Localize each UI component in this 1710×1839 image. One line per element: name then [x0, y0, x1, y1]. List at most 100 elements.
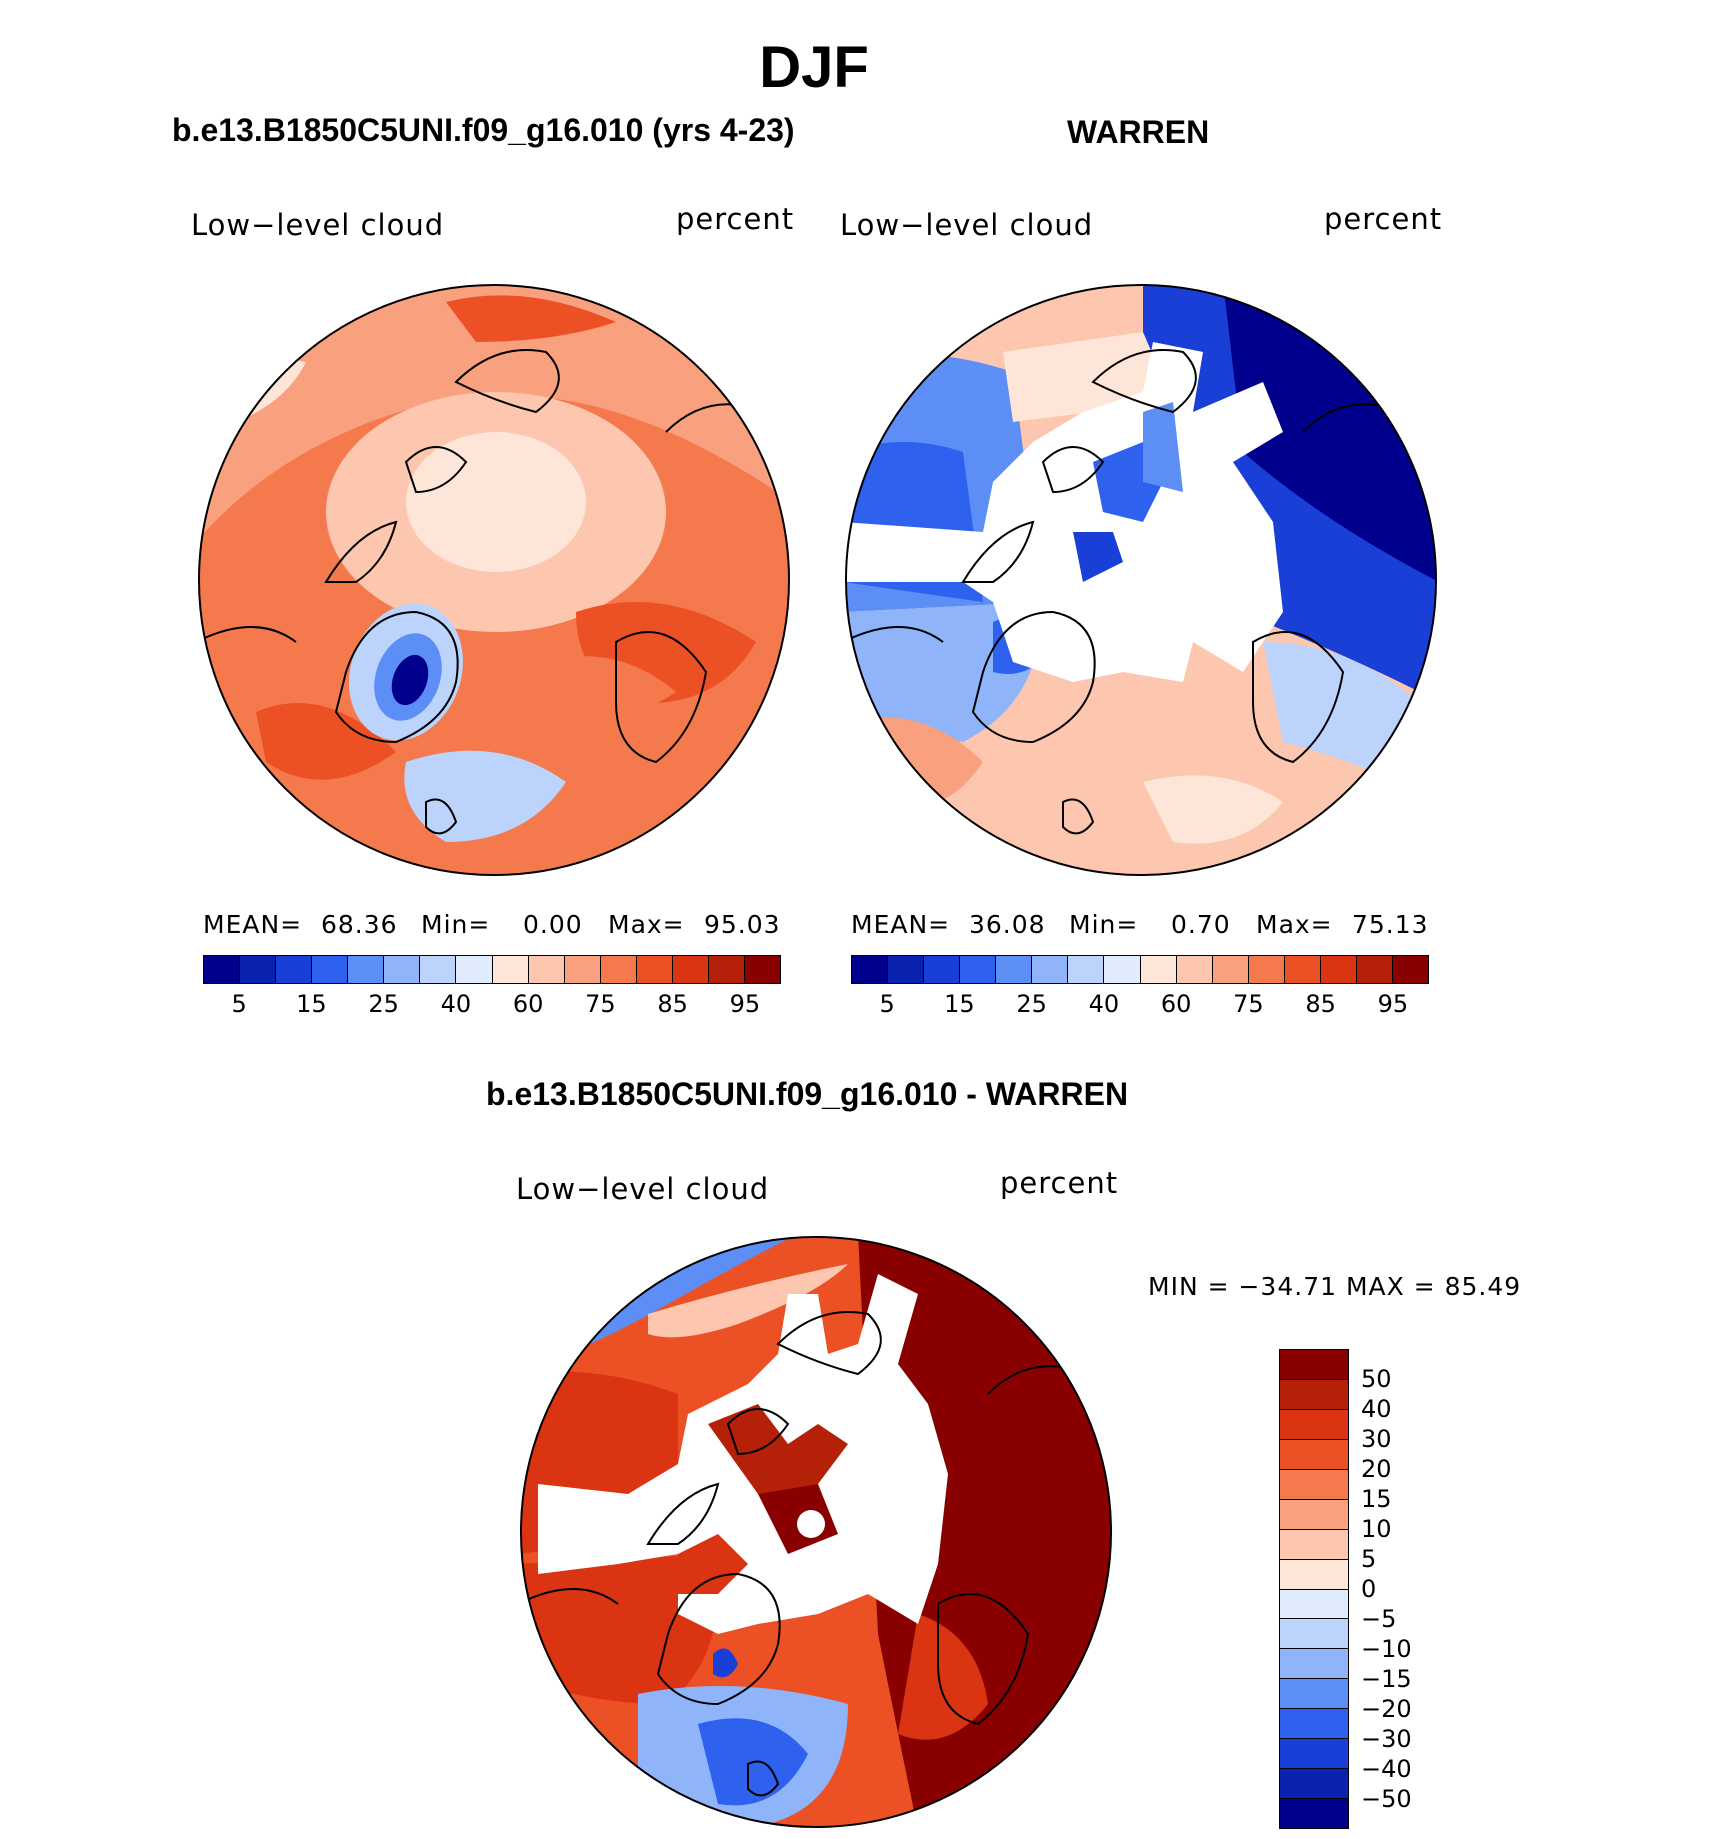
colorbar-swatch-6	[1068, 956, 1105, 983]
colorbar-swatch-10	[564, 956, 601, 983]
colorbar-swatch-3	[312, 956, 349, 983]
diff-colorbar-swatch-9	[1280, 1619, 1348, 1650]
model-max-label: Max=	[608, 910, 685, 939]
diff-colorbar-swatch-15	[1280, 1799, 1348, 1828]
colorbar-swatch-2	[276, 956, 313, 983]
diff-colorbar-tick-label: −30	[1361, 1725, 1412, 1753]
diff-colorbar-swatch-13	[1280, 1739, 1348, 1770]
obs-max-value: 75.13	[1352, 910, 1429, 939]
diff-colorbar-tick-label: −40	[1361, 1755, 1412, 1783]
colorbar-tick-label: 85	[1305, 990, 1336, 1018]
colorbar-tick-label: 95	[729, 990, 761, 1018]
model-variable-label: Low−level cloud	[191, 208, 445, 242]
obs-colorbar	[851, 955, 1429, 984]
colorbar-swatch-14	[1356, 956, 1393, 983]
diff-polar-map	[520, 1236, 1112, 1828]
obs-panel-title: WARREN	[1067, 114, 1210, 150]
colorbar-swatch-12	[636, 956, 673, 983]
colorbar-swatch-15	[1392, 956, 1428, 983]
model-colorbar	[203, 955, 781, 984]
obs-colorbar-ticks: 5 15 25 40 60 75 85 95	[851, 990, 1429, 1020]
obs-min-value: 0.70	[1171, 910, 1231, 939]
model-max-value: 95.03	[704, 910, 781, 939]
diff-colorbar-tick-label: 50	[1361, 1365, 1392, 1393]
colorbar-swatch-8	[492, 956, 529, 983]
diff-units-label: percent	[1000, 1166, 1119, 1200]
diff-colorbar-tick-label: 5	[1361, 1545, 1377, 1573]
colorbar-swatch-10	[1212, 956, 1249, 983]
colorbar-tick-label: 15	[296, 990, 327, 1018]
colorbar-swatch-9	[528, 956, 565, 983]
obs-polar-map	[845, 284, 1437, 876]
diff-colorbar-swatch-8	[1280, 1589, 1348, 1620]
colorbar-tick-label: 75	[585, 990, 616, 1018]
colorbar-tick-label: 40	[440, 990, 472, 1018]
colorbar-swatch-15	[744, 956, 780, 983]
diff-minmax-label: MIN = −34.71 MAX = 85.49	[1148, 1272, 1522, 1301]
colorbar-swatch-13	[672, 956, 709, 983]
colorbar-swatch-7	[456, 956, 493, 983]
diff-colorbar-tick-label: 0	[1361, 1575, 1377, 1603]
colorbar-swatch-5	[1032, 956, 1069, 983]
diff-colorbar-swatch-2	[1280, 1409, 1348, 1440]
colorbar-swatch-7	[1104, 956, 1141, 983]
colorbar-tick-label: 5	[879, 990, 895, 1018]
model-mean-value: 68.36	[321, 910, 398, 939]
diff-colorbar-swatch-12	[1280, 1709, 1348, 1740]
colorbar-tick-label: 60	[1160, 990, 1192, 1018]
diff-colorbar-swatch-3	[1280, 1439, 1348, 1470]
colorbar-swatch-12	[1284, 956, 1321, 983]
colorbar-tick-label: 25	[368, 990, 399, 1018]
colorbar-tick-label: 40	[1088, 990, 1120, 1018]
colorbar-swatch-13	[1320, 956, 1357, 983]
colorbar-swatch-14	[708, 956, 745, 983]
diff-colorbar-ticks: 50 40 30 20 15 10 5 0 −5 −10 −15 −20 −30 −40 −50	[1361, 1349, 1471, 1829]
diff-colorbar-swatch-6	[1280, 1529, 1348, 1560]
obs-units-label: percent	[1324, 202, 1443, 236]
colorbar-swatch-1	[240, 956, 277, 983]
colorbar-tick-label: 15	[944, 990, 975, 1018]
diff-colorbar-swatch-7	[1280, 1559, 1348, 1590]
colorbar-swatch-11	[1248, 956, 1285, 983]
colorbar-tick-label: 60	[512, 990, 544, 1018]
figure-title: DJF	[759, 35, 869, 100]
colorbar-swatch-2	[924, 956, 961, 983]
obs-mean-label: MEAN=	[851, 910, 951, 939]
diff-colorbar-swatch-11	[1280, 1679, 1348, 1710]
colorbar-swatch-4	[996, 956, 1033, 983]
obs-max-label: Max=	[1256, 910, 1333, 939]
diff-colorbar-tick-label: 20	[1361, 1455, 1392, 1483]
colorbar-swatch-0	[204, 956, 241, 983]
diff-panel-title: b.e13.B1850C5UNI.f09_g16.010 - WARREN	[486, 1076, 1129, 1112]
colorbar-swatch-11	[600, 956, 637, 983]
colorbar-swatch-4	[348, 956, 385, 983]
diff-colorbar-swatch-10	[1280, 1649, 1348, 1680]
colorbar-swatch-9	[1176, 956, 1213, 983]
diff-colorbar-swatch-4	[1280, 1469, 1348, 1500]
obs-variable-label: Low−level cloud	[840, 208, 1094, 242]
model-panel-title: b.e13.B1850C5UNI.f09_g16.010 (yrs 4-23)	[172, 112, 795, 148]
diff-colorbar-swatch-1	[1280, 1379, 1348, 1410]
model-colorbar-ticks: 5 15 25 40 60 75 85 95	[203, 990, 781, 1020]
colorbar-swatch-3	[960, 956, 997, 983]
diff-colorbar-tick-label: 40	[1361, 1395, 1392, 1423]
diff-colorbar-tick-label: −50	[1361, 1785, 1412, 1813]
colorbar-swatch-6	[420, 956, 457, 983]
colorbar-tick-label: 5	[231, 990, 247, 1018]
model-units-label: percent	[676, 202, 795, 236]
diff-colorbar-swatch-5	[1280, 1499, 1348, 1530]
model-min-label: Min=	[421, 910, 491, 939]
diff-colorbar-tick-label: 10	[1361, 1515, 1392, 1543]
obs-mean-value: 36.08	[969, 910, 1046, 939]
colorbar-swatch-1	[888, 956, 925, 983]
diff-colorbar-tick-label: 30	[1361, 1425, 1392, 1453]
colorbar-tick-label: 85	[657, 990, 688, 1018]
colorbar-tick-label: 25	[1016, 990, 1047, 1018]
diff-variable-label: Low−level cloud	[516, 1172, 770, 1206]
diff-colorbar-tick-label: −20	[1361, 1695, 1412, 1723]
colorbar-swatch-8	[1140, 956, 1177, 983]
colorbar-swatch-0	[852, 956, 889, 983]
diff-colorbar-tick-label: −5	[1361, 1605, 1397, 1633]
diff-colorbar-tick-label: 15	[1361, 1485, 1392, 1513]
diff-colorbar-swatch-0	[1280, 1350, 1348, 1380]
